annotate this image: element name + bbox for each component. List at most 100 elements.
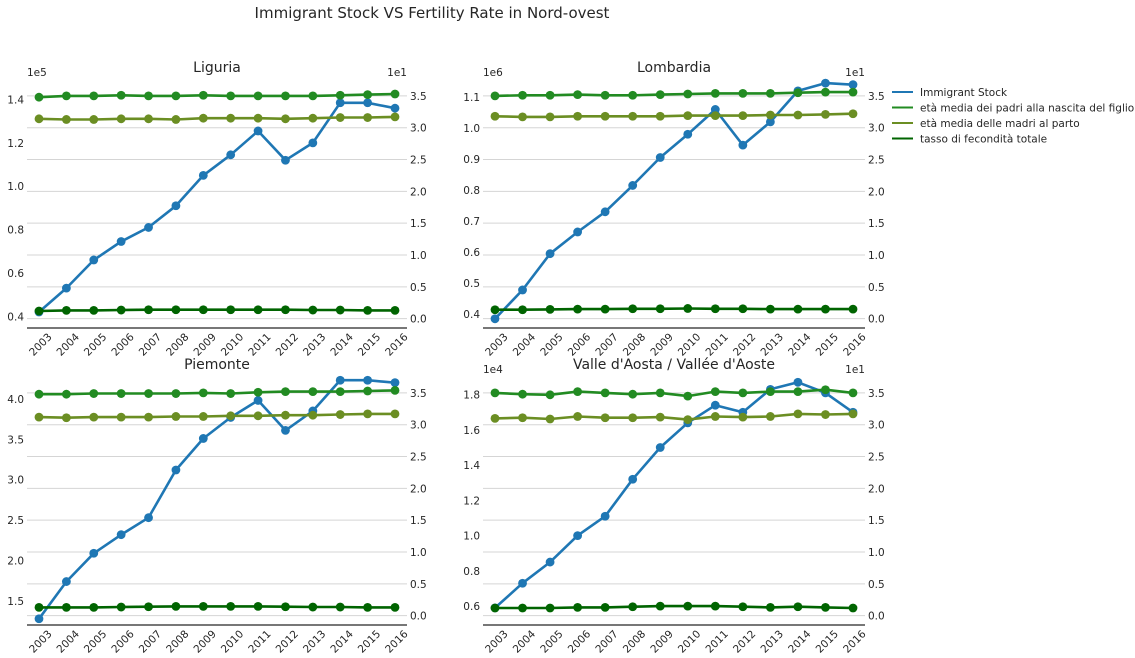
data-point <box>253 396 263 405</box>
left-tick-label: 1.2 <box>463 495 480 507</box>
series <box>490 601 858 613</box>
x-tick-label: 2007 <box>137 628 164 655</box>
data-point <box>600 207 610 217</box>
data-point <box>600 388 610 398</box>
data-point <box>281 155 290 165</box>
data-point <box>710 412 720 421</box>
data-point <box>518 413 527 423</box>
data-point <box>765 304 775 314</box>
data-point <box>793 387 803 397</box>
data-point <box>848 109 858 119</box>
data-point <box>116 389 126 398</box>
subplot: Valle d'Aosta / Vallée d'Aoste 1e4 1e1 0.6 0… <box>463 357 884 656</box>
legend-label: Immigrant Stock <box>920 87 1008 99</box>
data-point <box>600 602 610 612</box>
data-point <box>61 577 71 586</box>
data-point <box>61 602 71 612</box>
right-tick-label: 1.0 <box>868 250 885 262</box>
data-point <box>628 413 638 423</box>
series-line <box>494 90 853 98</box>
right-tick-label: 2.5 <box>410 452 427 464</box>
data-point <box>116 237 126 246</box>
data-point <box>600 304 610 314</box>
data-point <box>600 90 610 100</box>
data-point <box>738 88 748 98</box>
data-point <box>144 412 153 422</box>
data-point <box>171 389 181 398</box>
data-point <box>171 305 181 315</box>
left-tick-label: 0.4 <box>463 309 480 321</box>
data-point <box>253 126 263 136</box>
subplot: Liguria 1e5 1e1 0.4 0.6 0.8 1.0 1.2 1.4 0.0 0.5 1.0… <box>7 60 426 359</box>
data-point <box>363 409 373 419</box>
data-point <box>226 305 236 315</box>
data-point <box>363 375 373 385</box>
data-point <box>226 602 236 611</box>
data-point <box>545 390 555 400</box>
legend-entry: età media delle madri al parto <box>892 118 1080 130</box>
data-point <box>281 410 290 420</box>
data-point <box>490 91 500 101</box>
data-point <box>308 602 318 612</box>
series <box>34 98 400 317</box>
right-tick-label: 0.5 <box>868 579 885 591</box>
right-tick-label: 3.0 <box>868 420 885 432</box>
data-point <box>710 105 720 114</box>
data-point <box>61 305 71 315</box>
right-tick-label: 1.0 <box>410 547 427 559</box>
right-tick-label: 1.5 <box>410 515 427 527</box>
data-point <box>390 602 400 612</box>
data-point <box>573 602 583 612</box>
data-point <box>281 91 290 101</box>
data-point <box>710 88 720 98</box>
data-point <box>545 249 555 259</box>
data-point <box>281 114 290 124</box>
x-tick-label: 2006 <box>566 331 594 359</box>
x-tick-label: 2005 <box>82 331 109 358</box>
x-tick-label: 2007 <box>593 628 620 655</box>
x-tick-label: 2010 <box>219 628 246 655</box>
data-point <box>390 409 400 419</box>
series-line <box>494 380 854 609</box>
data-point <box>89 115 99 124</box>
data-point <box>363 305 373 315</box>
data-point <box>573 111 583 121</box>
x-tick-label: 2005 <box>538 331 565 358</box>
data-point <box>821 385 830 395</box>
x-tick-label: 2014 <box>328 628 356 656</box>
data-point <box>545 414 555 424</box>
data-point <box>34 389 44 399</box>
x-tick-label: 2014 <box>786 331 814 359</box>
data-point <box>600 413 610 423</box>
series-line <box>494 112 854 119</box>
left-tick-label: 0.7 <box>463 216 480 228</box>
data-point <box>198 305 208 315</box>
data-point <box>198 170 208 180</box>
data-point <box>573 387 583 397</box>
data-point <box>765 412 775 421</box>
data-point <box>335 375 345 385</box>
data-point <box>765 387 775 397</box>
x-tick-label: 2008 <box>621 628 648 655</box>
subplot-title: Valle d'Aosta / Vallée d'Aoste <box>573 357 775 373</box>
left-axis-multiplier: 1e5 <box>27 67 47 79</box>
data-point <box>628 90 638 100</box>
data-point <box>683 601 693 611</box>
data-point <box>253 305 263 315</box>
left-tick-label: 0.6 <box>463 601 480 613</box>
left-tick-label: 0.4 <box>7 311 24 323</box>
data-point <box>253 602 263 611</box>
data-point <box>545 305 555 314</box>
series-line <box>39 389 396 396</box>
data-point <box>335 410 345 419</box>
data-point <box>655 388 665 398</box>
data-point <box>518 90 527 100</box>
x-tick-label: 2016 <box>383 331 411 359</box>
series <box>490 87 858 101</box>
x-tick-label: 2007 <box>137 331 164 358</box>
right-tick-label: 2.0 <box>410 483 427 495</box>
data-point <box>34 614 44 624</box>
right-tick-label: 1.0 <box>410 250 427 262</box>
x-tick-label: 2013 <box>301 331 328 358</box>
